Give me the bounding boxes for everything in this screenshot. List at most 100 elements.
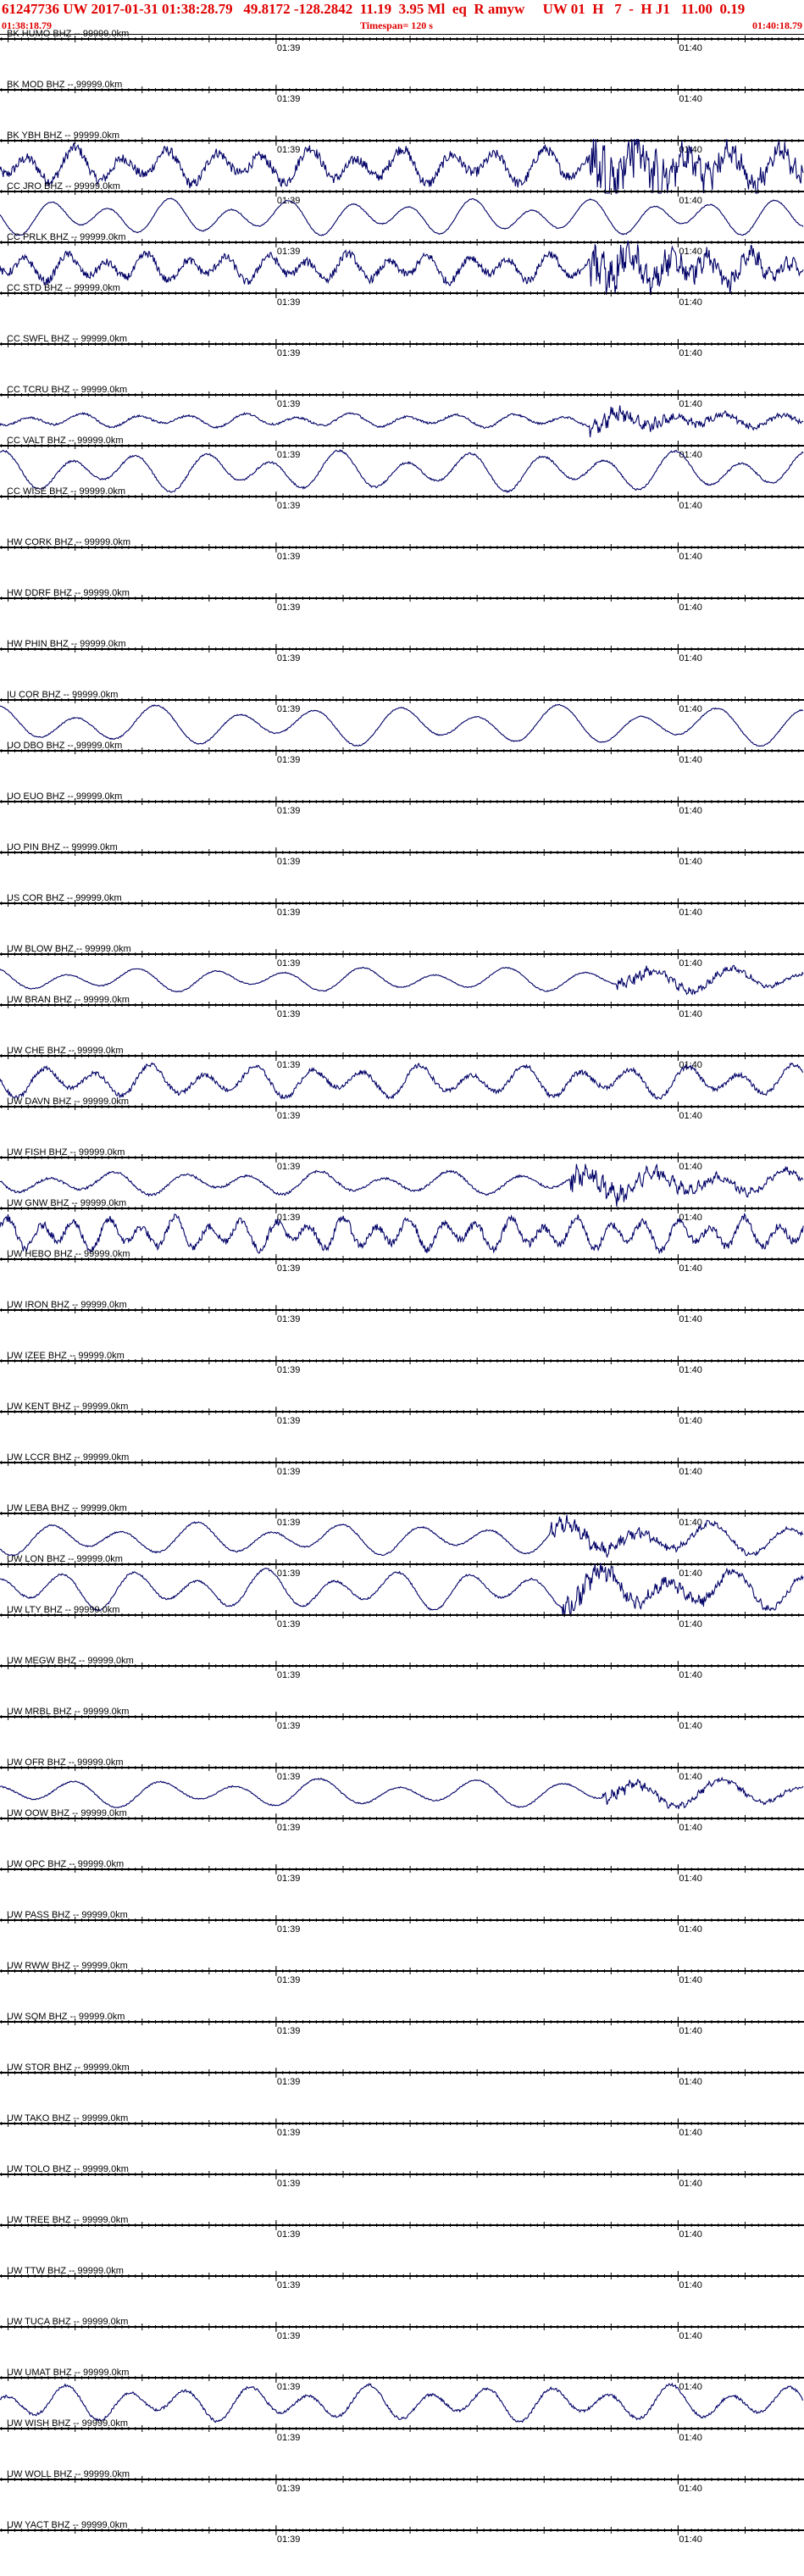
station-trace-5: 01:39 01:40 CC STD BHZ -- 99999.0km [0,283,804,308]
minute-tick-label: 01:40 [679,857,702,867]
station-label: UW GNW BHZ -- 99999.0km [7,1198,126,1208]
minute-tick-label: 01:40 [679,1518,702,1528]
station-label: UW IZEE BHZ -- 99999.0km [7,1351,125,1361]
station-trace-13: 01:39 01:40 IU COR BHZ -- 99999.0km [0,690,804,747]
minute-tick-label: 01:39 [277,1924,301,1935]
station-trace-26: 01:39 01:40 UW IZEE BHZ -- 99999.0km [0,1351,804,1375]
waveform-line [0,703,804,747]
minute-tick-label: 01:40 [679,501,702,511]
minute-tick-label: 01:40 [679,43,702,53]
minute-tick-label: 01:40 [679,958,702,969]
minute-tick-label: 01:40 [679,1924,702,1935]
minute-tick-label: 01:39 [277,297,301,308]
minute-tick-label: 01:40 [679,1568,702,1579]
minute-tick-label: 01:40 [679,1314,702,1324]
minute-tick-label: 01:39 [277,1263,301,1274]
station-label: CC VALT BHZ -- 99999.0km [7,436,124,446]
minute-tick-label: 01:40 [679,552,702,562]
station-label: BK YBH BHZ -- 99999.0km [7,130,119,141]
waveform-line [0,448,804,493]
station-trace-33: 01:39 01:40 UW MRBL BHZ -- 99999.0km [0,1707,804,1731]
waveform-line [0,240,804,296]
minute-tick-label: 01:40 [679,94,702,104]
station-label: UW OOW BHZ -- 99999.0km [7,1808,127,1818]
station-label: HW PHIN BHZ -- 99999.0km [7,639,126,649]
waveform-line [0,197,804,236]
minute-tick-label: 01:39 [277,653,301,663]
station-trace-6: 01:39 01:40 CC SWFL BHZ -- 99999.0km [0,334,804,358]
station-label: UW CHE BHZ -- 99999.0km [7,1046,124,1056]
station-label: UW MEGW BHZ -- 99999.0km [7,1656,134,1666]
station-label: UW MRBL BHZ -- 99999.0km [7,1707,129,1717]
event-title: 61247736 UW 2017-01-31 01:38:28.79 49.81… [2,1,746,17]
timespan-label: Timespan= 120 s [360,19,433,31]
station-label: CC PRLK BHZ -- 99999.0km [7,232,126,242]
minute-tick-label: 01:39 [277,1365,301,1375]
minute-tick-label: 01:40 [679,399,702,409]
station-trace-7: 01:39 01:40 CC TCRU BHZ -- 99999.0km [0,385,804,438]
waveform-line [0,1514,804,1558]
station-label: US COR BHZ -- 99999.0km [7,893,122,903]
minute-tick-label: 01:39 [277,602,301,613]
waveform-line [0,1563,804,1618]
station-trace-31: 01:39 01:40 UW LTY BHZ -- 99999.0km [0,1605,804,1629]
minute-tick-label: 01:39 [277,1619,301,1629]
station-label: CC STD BHZ -- 99999.0km [7,283,120,293]
station-trace-32: 01:39 01:40 UW MEGW BHZ -- 99999.0km [0,1656,804,1680]
station-trace-1: 01:39 01:40 BK MOD BHZ -- 99999.0km [0,80,804,104]
minute-tick-label: 01:40 [679,297,702,308]
minute-tick-label: 01:40 [679,348,702,358]
minute-tick-label: 01:40 [679,1619,702,1629]
station-trace-24: 01:39 01:40 UW HEBO BHZ -- 99999.0km [0,1249,804,1274]
station-trace-18: 01:39 01:40 UW BLOW BHZ -- 99999.0km [0,944,804,996]
minute-tick-label: 01:40 [679,908,702,918]
station-trace-25: 01:39 01:40 UW IRON BHZ -- 99999.0km [0,1300,804,1324]
station-trace-23: 01:39 01:40 UW GNW BHZ -- 99999.0km [0,1198,804,1255]
minute-tick-label: 01:39 [277,958,301,969]
station-label: HW CORK BHZ -- 99999.0km [7,537,130,547]
minute-tick-label: 01:40 [679,1467,702,1477]
end-time-label: 01:40:18.79 [752,19,802,31]
station-label: IU COR BHZ -- 99999.0km [7,690,118,700]
minute-tick-label: 01:39 [277,501,301,511]
minute-tick-label: 01:40 [679,1721,702,1731]
station-label: UO PIN BHZ -- 99999.0km [7,842,118,852]
minute-tick-label: 01:39 [277,1416,301,1426]
station-trace-17: 01:39 01:40 US COR BHZ -- 99999.0km [0,893,804,918]
station-label: UO DBO BHZ -- 99999.0km [7,741,122,751]
minute-tick-label: 01:39 [277,399,301,409]
station-label: UW KENT BHZ -- 99999.0km [7,1402,128,1412]
station-label: UO EUO BHZ -- 99999.0km [7,791,122,802]
station-label: CC SWFL BHZ -- 99999.0km [7,334,127,344]
station-label: BK MOD BHZ -- 99999.0km [7,80,122,90]
station-trace-37: 01:39 01:40 UW PASS BHZ -- 99999.0km [0,1910,804,1935]
station-label: CC TCRU BHZ -- 99999.0km [7,385,127,395]
waveform-line [0,964,804,996]
minute-tick-label: 01:40 [679,653,702,663]
station-label: UW HEBO BHZ -- 99999.0km [7,1249,130,1259]
minute-tick-label: 01:40 [679,1670,702,1680]
minute-tick-label: 01:40 [679,602,702,613]
station-trace-9: 01:39 01:40 CC WISE BHZ -- 99999.0km [0,486,804,511]
station-label: UW LCCR BHZ -- 99999.0km [7,1452,129,1463]
station-trace-35: 01:39 01:40 UW OOW BHZ -- 99999.0km [0,1808,804,1833]
minute-tick-label: 01:40 [679,1009,702,1019]
minute-tick-label: 01:40 [679,1975,702,1985]
station-trace-19: 01:39 01:40 UW BRAN BHZ -- 99999.0km [0,995,804,1019]
minute-tick-label: 01:39 [277,1568,301,1579]
minute-tick-label: 01:39 [277,247,301,257]
minute-tick-label: 01:40 [679,1162,702,1172]
minute-tick-label: 01:39 [277,1162,301,1172]
minute-tick-label: 01:40 [679,450,702,460]
minute-tick-label: 01:39 [277,1823,301,1833]
station-trace-15: 01:39 01:40 UO EUO BHZ -- 99999.0km [0,791,804,816]
station-trace-34: 01:39 01:40 UW OFR BHZ -- 99999.0km [0,1757,804,1809]
station-trace-29: 01:39 01:40 UW LEBA BHZ -- 99999.0km [0,1503,804,1558]
minute-tick-label: 01:39 [277,1314,301,1324]
minute-tick-label: 01:39 [277,43,301,53]
station-label: BK HUMO BHZ -- 99999.0km [7,29,129,39]
minute-tick-label: 01:39 [277,1467,301,1477]
